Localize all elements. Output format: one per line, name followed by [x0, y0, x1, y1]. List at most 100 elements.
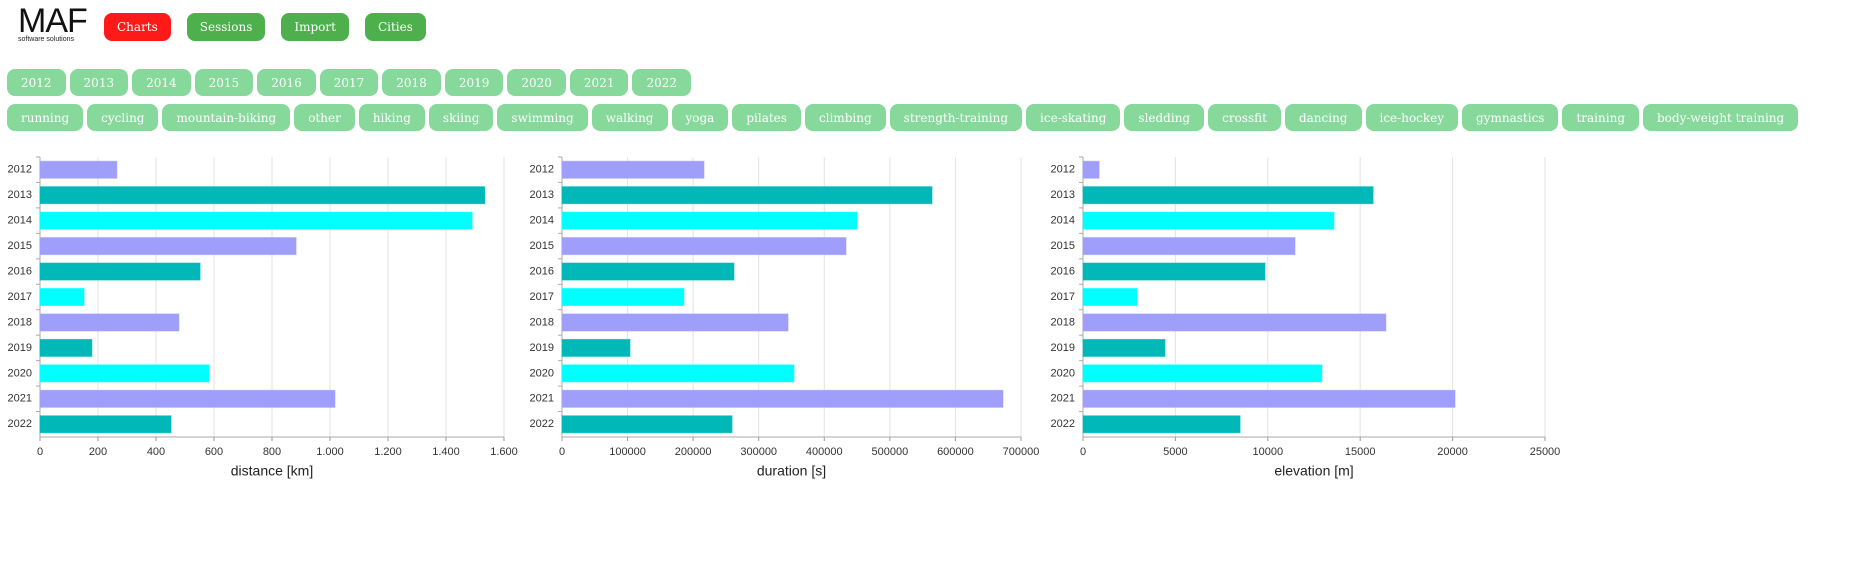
activity-button[interactable]: training [1562, 104, 1639, 131]
x-axis-label: duration [s] [757, 463, 826, 479]
bar [39, 338, 93, 357]
bar [39, 288, 85, 306]
activity-button[interactable]: swimming [497, 104, 588, 131]
x-tick-label: 100000 [609, 446, 646, 458]
bar [39, 211, 473, 230]
y-tick-label: 2019 [530, 342, 554, 354]
bar [1082, 338, 1166, 357]
y-tick-label: 2018 [530, 316, 554, 328]
y-tick-label: 2013 [530, 189, 554, 201]
bar [1082, 389, 1456, 408]
bar [39, 415, 172, 434]
y-tick-label: 2020 [1051, 367, 1075, 379]
logo-subtitle: software solutions [18, 36, 75, 43]
year-button[interactable]: 2012 [7, 69, 66, 96]
activity-button[interactable]: sledding [1124, 104, 1205, 131]
y-tick-label: 2015 [530, 240, 554, 252]
nav-button[interactable]: Import [281, 13, 349, 41]
x-tick-label: 20000 [1437, 446, 1468, 458]
year-button[interactable]: 2013 [69, 69, 129, 96]
year-button[interactable]: 2018 [382, 69, 441, 96]
nav-button[interactable]: Sessions [186, 13, 266, 41]
bar [39, 160, 118, 179]
x-tick-label: 1.400 [432, 446, 460, 458]
y-tick-label: 2014 [8, 215, 32, 227]
bar [561, 415, 733, 434]
activity-button[interactable]: climbing [804, 104, 886, 131]
year-button[interactable]: 2017 [319, 69, 379, 96]
y-tick-label: 2020 [8, 367, 32, 379]
y-tick-label: 2021 [8, 393, 32, 405]
bar [561, 160, 705, 179]
year-button[interactable]: 2020 [507, 69, 566, 96]
year-button[interactable]: 2016 [257, 69, 316, 96]
x-tick-label: 400 [147, 446, 165, 458]
logo: MAF software solutions [18, 2, 88, 43]
x-tick-label: 1.200 [374, 446, 402, 458]
bar [561, 211, 858, 230]
nav-button[interactable]: Charts [104, 13, 171, 41]
activity-button[interactable]: dancing [1284, 104, 1362, 131]
activity-button[interactable]: skiing [428, 104, 494, 131]
x-axis-label: elevation [m] [1274, 463, 1353, 479]
x-axis-label: distance [km] [231, 463, 313, 479]
bar [561, 338, 631, 357]
y-tick-label: 2013 [1051, 189, 1075, 201]
year-button[interactable]: 2015 [194, 69, 254, 96]
y-tick-label: 2013 [8, 189, 32, 201]
bar [561, 364, 795, 383]
activity-button[interactable]: running [7, 104, 84, 131]
activity-button[interactable]: other [294, 104, 355, 131]
x-tick-label: 0 [1080, 446, 1086, 458]
bar [561, 313, 789, 332]
year-button[interactable]: 2021 [569, 69, 629, 96]
bar [561, 186, 933, 205]
y-tick-label: 2016 [8, 265, 32, 277]
activity-button[interactable]: ice-hockey [1365, 104, 1459, 131]
bar [39, 237, 297, 256]
activity-button[interactable]: mountain-biking [162, 104, 291, 131]
y-tick-label: 2015 [1051, 240, 1075, 252]
bar [1082, 160, 1100, 179]
nav-button[interactable]: Cities [364, 13, 426, 41]
bar [1082, 415, 1241, 434]
bar [39, 364, 210, 383]
bar [561, 288, 685, 306]
x-tick-label: 400000 [806, 446, 843, 458]
x-tick-label: 600000 [937, 446, 974, 458]
bar [561, 389, 1004, 408]
activity-button[interactable]: walking [591, 104, 668, 131]
activity-button[interactable]: body-weight training [1643, 104, 1799, 131]
y-tick-label: 2014 [1051, 215, 1075, 227]
activity-button[interactable]: pilates [732, 104, 801, 131]
year-button[interactable]: 2019 [444, 69, 504, 96]
activity-button[interactable]: ice-skating [1026, 104, 1121, 131]
y-tick-label: 2022 [530, 418, 554, 430]
activity-filter: running cycling mountain-biking other hiking… [7, 104, 1799, 131]
bar [39, 186, 486, 205]
year-button[interactable]: 2014 [132, 69, 191, 96]
bar [1082, 313, 1387, 332]
x-tick-label: 600 [205, 446, 223, 458]
y-tick-label: 2020 [530, 367, 554, 379]
y-tick-label: 2022 [1051, 418, 1075, 430]
activity-button[interactable]: strength-training [889, 104, 1023, 131]
logo-title: MAF [18, 2, 88, 40]
x-tick-label: 300000 [740, 446, 777, 458]
y-tick-label: 2016 [1051, 265, 1075, 277]
y-tick-label: 2017 [1051, 291, 1075, 303]
year-filter: 2012 2013 2014 2015 2016 2017 2018 2019 2020 2021… [7, 69, 692, 96]
x-tick-label: 15000 [1345, 446, 1376, 458]
activity-button[interactable]: gymnastics [1462, 104, 1559, 131]
x-tick-label: 200 [89, 446, 107, 458]
activity-button[interactable]: cycling [87, 104, 159, 131]
activity-button[interactable]: hiking [358, 104, 425, 131]
y-tick-label: 2018 [1051, 316, 1075, 328]
activity-button[interactable]: crossfit [1208, 104, 1281, 131]
x-tick-label: 1.600 [490, 446, 518, 458]
year-button[interactable]: 2022 [632, 69, 692, 96]
bar [1082, 364, 1323, 383]
activity-button[interactable]: yoga [671, 104, 729, 131]
x-tick-label: 1.000 [316, 446, 344, 458]
